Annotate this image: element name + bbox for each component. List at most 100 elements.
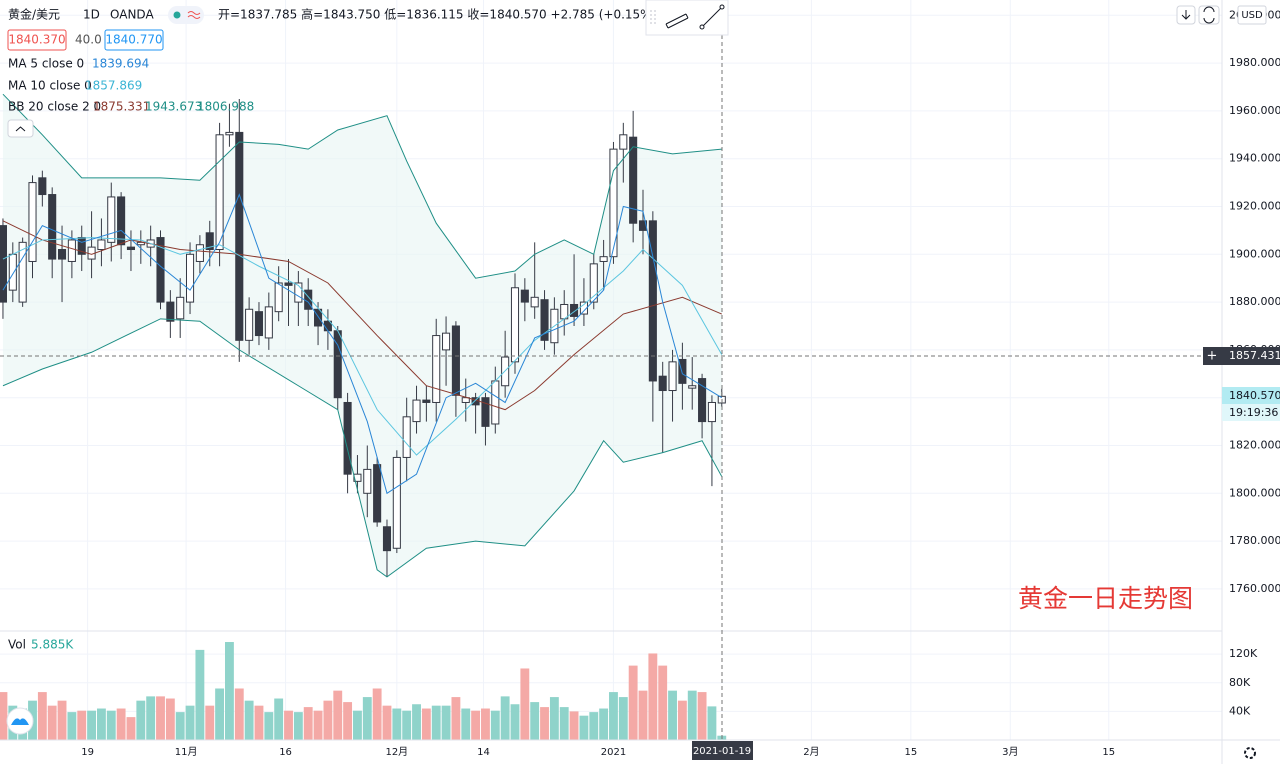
ma10-label: MA 10 close 0 xyxy=(8,79,92,93)
collapse-icon xyxy=(15,126,26,132)
y-tick-label: 1980.000 xyxy=(1229,56,1280,69)
candle-body xyxy=(707,401,716,423)
line-tool-end xyxy=(699,24,705,30)
indicator-line xyxy=(2,193,723,495)
ma10-value: 1857.869 xyxy=(85,79,142,93)
logo-icon xyxy=(11,718,29,725)
volume-bar xyxy=(205,705,215,740)
countdown: 19:19:36 xyxy=(1229,406,1278,419)
volume-bar xyxy=(284,710,293,740)
x-tick-label: 11月 xyxy=(175,746,198,758)
candle-body xyxy=(510,287,520,363)
candle-body xyxy=(520,289,529,303)
candle-body xyxy=(254,311,264,337)
band-fill xyxy=(2,94,722,577)
volume-bar xyxy=(264,712,274,740)
line-tool-end xyxy=(719,4,725,10)
volume-bar xyxy=(599,708,609,740)
candle-body xyxy=(343,401,352,475)
candle-body xyxy=(382,526,392,552)
candle-body xyxy=(629,136,638,224)
candle-body xyxy=(215,134,224,251)
source: OANDA xyxy=(110,8,154,22)
countdown-box xyxy=(1222,404,1280,421)
candle-body xyxy=(97,239,106,251)
volume-bar xyxy=(687,690,697,740)
volume-bar xyxy=(579,715,589,740)
ask: 1840.770 xyxy=(105,33,162,47)
volume-bar xyxy=(254,705,264,740)
symbol: 黄金/美元 xyxy=(8,7,60,22)
status-pill[interactable] xyxy=(168,6,204,24)
candle-body xyxy=(225,131,234,136)
candle-body xyxy=(264,306,273,339)
candle-body xyxy=(412,399,421,423)
candle-body xyxy=(688,385,697,389)
candle-body xyxy=(442,332,451,351)
plus-icon[interactable]: + xyxy=(1207,349,1218,364)
candle-body xyxy=(38,177,47,196)
channel-tool[interactable] xyxy=(665,13,689,29)
reset-button[interactable] xyxy=(1198,5,1220,25)
volume-bar xyxy=(392,708,402,740)
indicator-line xyxy=(2,318,723,578)
volume-bar xyxy=(500,696,510,740)
currency-button[interactable] xyxy=(1237,5,1267,25)
line-tool[interactable] xyxy=(701,6,723,28)
candle-body xyxy=(245,308,254,341)
y-tick-label: 1760.000 xyxy=(1229,582,1280,595)
ma5-value: 1839.694 xyxy=(92,57,149,71)
scroll-icon xyxy=(1181,10,1191,20)
volume-bar xyxy=(67,712,77,740)
candle-body xyxy=(67,239,76,262)
volume-bar xyxy=(618,697,628,740)
candle-body xyxy=(274,282,283,313)
volume-bar xyxy=(441,705,451,740)
drawing-toolbar xyxy=(645,0,729,36)
volume-bar xyxy=(47,705,57,740)
vol-value: 5.885K xyxy=(31,638,74,652)
volume-bar xyxy=(116,708,126,740)
volume-bar xyxy=(402,710,412,740)
volume-bar xyxy=(638,690,648,740)
collapse-button[interactable] xyxy=(7,119,34,138)
volume-bar xyxy=(530,702,540,740)
candle-body xyxy=(284,282,293,286)
ask-box[interactable] xyxy=(104,29,164,51)
volume-bar xyxy=(87,710,97,740)
settings-icon[interactable] xyxy=(1244,747,1256,759)
volume-bar xyxy=(293,712,303,740)
spread: 40.0 xyxy=(75,33,102,47)
volume-bar xyxy=(668,690,677,740)
volume-bar xyxy=(244,700,254,740)
status-icon xyxy=(187,11,201,19)
y-tick-label: 1820.000 xyxy=(1229,438,1280,451)
volume-bar xyxy=(648,653,658,740)
volume-bar xyxy=(520,668,530,740)
x-tick-label: 2月 xyxy=(803,746,819,758)
ma5-label: MA 5 close 0 xyxy=(8,57,84,71)
x-tick-label: 12月 xyxy=(385,746,408,758)
y2-tick-label: 80K xyxy=(1229,676,1251,689)
vol-label: Vol xyxy=(8,638,26,652)
y-tick-label: 1940.000 xyxy=(1229,152,1280,165)
y-tick-label: 1920.000 xyxy=(1229,199,1280,212)
volume-bar xyxy=(421,708,431,740)
date-box xyxy=(692,741,753,760)
currency: USD xyxy=(1241,10,1263,21)
volume-bar xyxy=(77,710,87,740)
volume-bar xyxy=(697,692,707,740)
crosshair-price-box xyxy=(1222,347,1280,365)
x-tick-label: 19 xyxy=(81,747,94,758)
candle-body xyxy=(392,456,401,549)
candle-body xyxy=(176,296,185,320)
last-price: 1840.570 xyxy=(1229,389,1280,402)
volume-bar xyxy=(510,704,520,740)
candle-body xyxy=(579,301,588,315)
volume-bar xyxy=(225,642,234,740)
volume-bar xyxy=(234,688,244,740)
bid-box[interactable] xyxy=(7,29,67,51)
volume-bar xyxy=(136,700,146,740)
candle-body xyxy=(668,361,677,392)
candle-body xyxy=(156,237,165,303)
